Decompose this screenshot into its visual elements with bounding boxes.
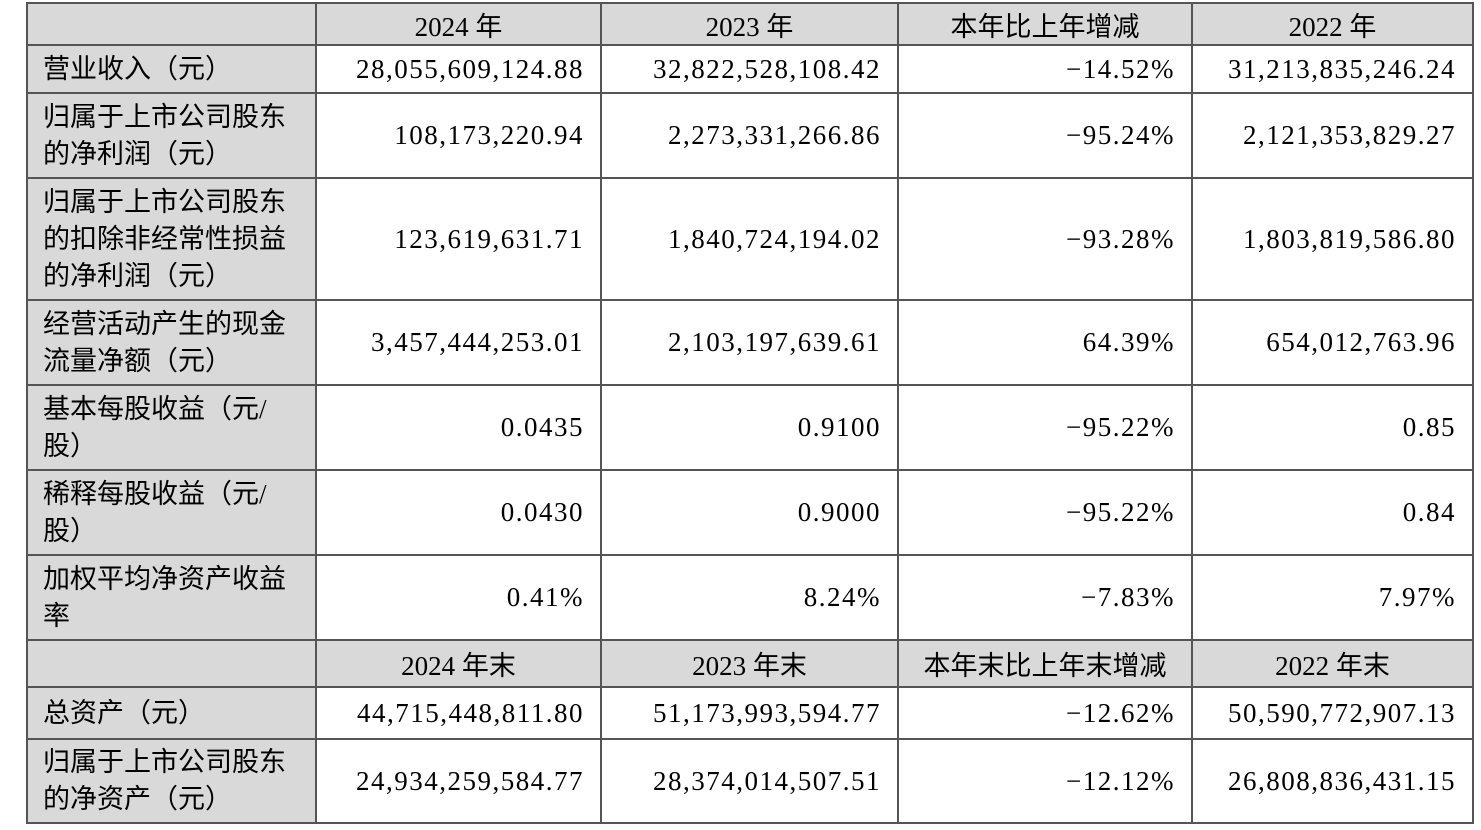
metric-value-cell: 0.0435 bbox=[315, 384, 602, 471]
metric-value-cell: 24,934,259,584.77 bbox=[315, 738, 602, 824]
period-header-cell: 2022 年末 bbox=[1191, 639, 1474, 688]
metric-value-cell: 3,457,444,253.01 bbox=[315, 299, 602, 386]
metric-value-cell: 31,213,835,246.24 bbox=[1191, 44, 1474, 94]
financial-summary-table: 2024 年 2023 年本年比上年增减 2022 年营业收入（元） 28,055,6… bbox=[26, 2, 1474, 824]
metric-label-cell: 归属于上市公司股东的净资产（元） bbox=[26, 738, 317, 824]
metric-value-cell: 0.84 bbox=[1191, 469, 1474, 556]
metric-label-cell: 经营活动产生的现金流量净额（元） bbox=[26, 299, 317, 386]
period-header-cell: 2023 年末 bbox=[600, 639, 899, 688]
header-corner-cell bbox=[26, 639, 317, 688]
period-header-cell: 2024 年 bbox=[315, 2, 602, 46]
header-corner-cell bbox=[26, 2, 317, 46]
metric-value-cell: 32,822,528,108.42 bbox=[600, 44, 899, 94]
metric-value-cell: 0.9000 bbox=[600, 469, 899, 556]
period-header-cell: 2023 年 bbox=[600, 2, 899, 46]
table-row: 总资产（元） 44,715,448,811.80 51,173,993,594.77… bbox=[26, 686, 1474, 740]
metric-value-cell: 7.97% bbox=[1191, 554, 1474, 641]
metric-value-cell: 0.0430 bbox=[315, 469, 602, 556]
metric-label-cell: 基本每股收益（元/股） bbox=[26, 384, 317, 471]
metric-value-cell: 0.85 bbox=[1191, 384, 1474, 471]
table-row: 经营活动产生的现金流量净额（元） 3,457,444,253.01 2,103,19… bbox=[26, 299, 1474, 386]
metric-value-cell: −95.22% bbox=[897, 469, 1193, 556]
metric-label-cell: 营业收入（元） bbox=[26, 44, 317, 94]
table-row: 基本每股收益（元/股） 0.0435 0.9100 −95.22% 0.85 bbox=[26, 384, 1474, 471]
table-row: 营业收入（元） 28,055,609,124.88 32,822,528,108.4… bbox=[26, 44, 1474, 94]
metric-value-cell: 64.39% bbox=[897, 299, 1193, 386]
metric-value-cell: 26,808,836,431.15 bbox=[1191, 738, 1474, 824]
metric-value-cell: −12.62% bbox=[897, 686, 1193, 740]
metric-value-cell: 51,173,993,594.77 bbox=[600, 686, 899, 740]
metric-label-cell: 总资产（元） bbox=[26, 686, 317, 740]
metric-value-cell: 28,055,609,124.88 bbox=[315, 44, 602, 94]
table-header-row: 2024 年末 2023 年末 本年末比上年末增减 2022 年末 bbox=[26, 639, 1474, 688]
metric-value-cell: 0.9100 bbox=[600, 384, 899, 471]
metric-value-cell: 2,103,197,639.61 bbox=[600, 299, 899, 386]
metric-value-cell: 2,121,353,829.27 bbox=[1191, 92, 1474, 179]
metric-value-cell: 654,012,763.96 bbox=[1191, 299, 1474, 386]
metric-value-cell: 8.24% bbox=[600, 554, 899, 641]
table-header-row: 2024 年 2023 年本年比上年增减 2022 年 bbox=[26, 2, 1474, 46]
metric-value-cell: −95.22% bbox=[897, 384, 1193, 471]
table-row: 归属于上市公司股东的净资产（元） 24,934,259,584.77 28,374,… bbox=[26, 738, 1474, 824]
metric-value-cell: −93.28% bbox=[897, 177, 1193, 301]
metric-value-cell: 2,273,331,266.86 bbox=[600, 92, 899, 179]
metric-value-cell: 50,590,772,907.13 bbox=[1191, 686, 1474, 740]
metric-value-cell: 1,803,819,586.80 bbox=[1191, 177, 1474, 301]
metric-value-cell: −95.24% bbox=[897, 92, 1193, 179]
period-header-cell: 本年末比上年末增减 bbox=[897, 639, 1193, 688]
metric-value-cell: 0.41% bbox=[315, 554, 602, 641]
metric-label-cell: 归属于上市公司股东的净利润（元） bbox=[26, 92, 317, 179]
metric-label-cell: 加权平均净资产收益率 bbox=[26, 554, 317, 641]
table-row: 归属于上市公司股东的扣除非经常性损益的净利润（元） 123,619,631.71 1… bbox=[26, 177, 1474, 301]
table-row: 加权平均净资产收益率 0.41% 8.24% −7.83% 7.97% bbox=[26, 554, 1474, 641]
metric-value-cell: 28,374,014,507.51 bbox=[600, 738, 899, 824]
metric-value-cell: 108,173,220.94 bbox=[315, 92, 602, 179]
table-row: 归属于上市公司股东的净利润（元） 108,173,220.94 2,273,331,… bbox=[26, 92, 1474, 179]
period-header-cell: 2024 年末 bbox=[315, 639, 602, 688]
metric-value-cell: −14.52% bbox=[897, 44, 1193, 94]
metric-value-cell: 123,619,631.71 bbox=[315, 177, 602, 301]
table-row: 稀释每股收益（元/股） 0.0430 0.9000 −95.22% 0.84 bbox=[26, 469, 1474, 556]
metric-value-cell: 1,840,724,194.02 bbox=[600, 177, 899, 301]
metric-value-cell: 44,715,448,811.80 bbox=[315, 686, 602, 740]
metric-label-cell: 归属于上市公司股东的扣除非经常性损益的净利润（元） bbox=[26, 177, 317, 301]
metric-value-cell: −12.12% bbox=[897, 738, 1193, 824]
period-header-cell: 2022 年 bbox=[1191, 2, 1474, 46]
metric-label-cell: 稀释每股收益（元/股） bbox=[26, 469, 317, 556]
metric-value-cell: −7.83% bbox=[897, 554, 1193, 641]
period-header-cell: 本年比上年增减 bbox=[897, 2, 1193, 46]
